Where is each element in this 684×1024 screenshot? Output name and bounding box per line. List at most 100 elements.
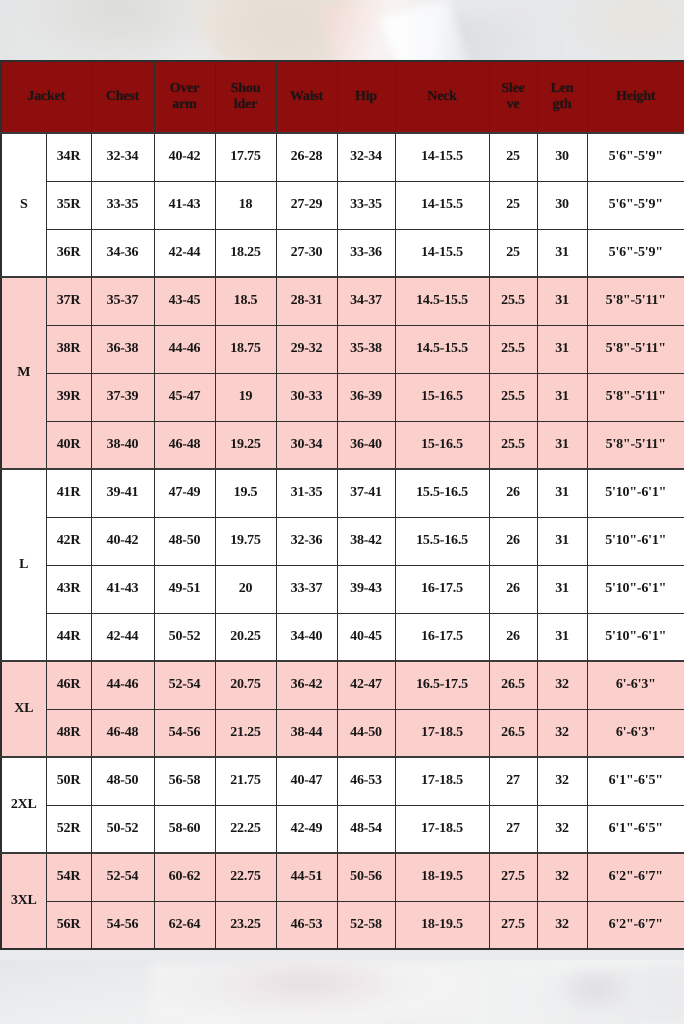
cell-sleeve: 25 [488, 132, 538, 182]
cell-height: 6'1"-6'5" [586, 804, 684, 854]
cell-length: 30 [536, 132, 588, 182]
cell-hip: 40-45 [336, 612, 396, 662]
cell-height: 5'10"-6'1" [586, 612, 684, 662]
cell-height: 6'-6'3" [586, 708, 684, 758]
cell-shoulder: 21.75 [214, 756, 277, 806]
cell-jacket: 36R [45, 228, 92, 278]
column-header-hip: Hip [336, 60, 396, 134]
cell-jacket: 41R [45, 468, 92, 518]
cell-shoulder: 19 [214, 372, 277, 422]
column-header-length: Len gth [536, 60, 588, 134]
cell-shoulder: 17.75 [214, 132, 277, 182]
cell-height: 6'2"-6'7" [586, 852, 684, 902]
cell-length: 31 [536, 612, 588, 662]
cell-neck: 15-16.5 [394, 372, 490, 422]
cell-chest: 41-43 [90, 564, 155, 614]
column-header-neck: Neck [394, 60, 490, 134]
cell-neck: 15.5-16.5 [394, 468, 490, 518]
cell-sleeve: 25 [488, 228, 538, 278]
cell-jacket: 46R [45, 660, 92, 710]
cell-sleeve: 25 [488, 180, 538, 230]
column-header-shoulder-line1: Shou [230, 80, 261, 96]
cell-chest: 38-40 [90, 420, 155, 470]
cell-chest: 33-35 [90, 180, 155, 230]
cell-shoulder: 20.75 [214, 660, 277, 710]
cell-sleeve: 25.5 [488, 372, 538, 422]
cell-overarm: 50-52 [153, 612, 216, 662]
cell-length: 32 [536, 852, 588, 902]
cell-sleeve: 25.5 [488, 324, 538, 374]
cell-sleeve: 26 [488, 468, 538, 518]
cell-chest: 34-36 [90, 228, 155, 278]
cell-jacket: 39R [45, 372, 92, 422]
cell-shoulder: 22.25 [214, 804, 277, 854]
cell-shoulder: 18.5 [214, 276, 277, 326]
table-row: 35R 33-35 41-43 18 27-29 33-35 14-15.5 25 30 5'6"… [1, 180, 684, 230]
column-header-length-line2: gth [552, 97, 572, 112]
cell-overarm: 40-42 [153, 132, 216, 182]
size-label-cell: S [0, 132, 47, 278]
cell-length: 32 [536, 660, 588, 710]
cell-waist: 26-28 [275, 132, 338, 182]
cell-overarm: 52-54 [153, 660, 216, 710]
cell-jacket: 48R [45, 708, 92, 758]
table-row: 43R 41-43 49-51 20 33-37 39-43 16-17.5 26 31 5'10… [1, 564, 684, 614]
column-header-height-line1: Height [616, 88, 656, 104]
cell-waist: 42-49 [275, 804, 338, 854]
cell-neck: 16-17.5 [394, 612, 490, 662]
cell-shoulder: 22.75 [214, 852, 277, 902]
cell-hip: 44-50 [336, 708, 396, 758]
cell-chest: 32-34 [90, 132, 155, 182]
table-row: 42R 40-42 48-50 19.75 32-36 38-42 15.5-16.5 26 3… [1, 516, 684, 566]
cell-sleeve: 27 [488, 804, 538, 854]
size-label-cell: XL [0, 660, 47, 758]
cell-hip: 50-56 [336, 852, 396, 902]
cell-overarm: 41-43 [153, 180, 216, 230]
cell-jacket: 37R [45, 276, 92, 326]
cell-shoulder: 20 [214, 564, 277, 614]
cell-neck: 17-18.5 [394, 756, 490, 806]
cell-neck: 14-15.5 [394, 180, 490, 230]
cell-neck: 14.5-15.5 [394, 276, 490, 326]
cell-shoulder: 19.75 [214, 516, 277, 566]
cell-waist: 38-44 [275, 708, 338, 758]
cell-waist: 29-32 [275, 324, 338, 374]
cell-waist: 36-42 [275, 660, 338, 710]
table-row: 2XL 50R 48-50 56-58 21.75 40-47 46-53 17-18.5 27… [0, 756, 684, 854]
cell-length: 31 [536, 420, 588, 470]
table-row: 3XL 54R 52-54 60-62 22.75 44-51 50-56 18-19.5 27… [0, 852, 684, 950]
cell-chest: 54-56 [90, 900, 155, 950]
cell-chest: 37-39 [90, 372, 155, 422]
cell-jacket: 38R [45, 324, 92, 374]
cell-jacket: 35R [45, 180, 92, 230]
cell-chest: 39-41 [90, 468, 155, 518]
cell-neck: 14.5-15.5 [394, 324, 490, 374]
cell-chest: 50-52 [90, 804, 155, 854]
cell-overarm: 58-60 [153, 804, 216, 854]
cell-hip: 32-34 [336, 132, 396, 182]
cell-chest: 44-46 [90, 660, 155, 710]
cell-neck: 18-19.5 [394, 852, 490, 902]
cell-chest: 46-48 [90, 708, 155, 758]
column-header-shoulder-line2: lder [233, 97, 258, 112]
cell-hip: 38-42 [336, 516, 396, 566]
cell-waist: 33-37 [275, 564, 338, 614]
size-label-cell: 2XL [0, 756, 47, 854]
cell-overarm: 62-64 [153, 900, 216, 950]
cell-shoulder: 18.75 [214, 324, 277, 374]
cell-chest: 36-38 [90, 324, 155, 374]
cell-shoulder: 19.25 [214, 420, 277, 470]
cell-neck: 17-18.5 [394, 708, 490, 758]
cell-chest: 42-44 [90, 612, 155, 662]
column-header-overarm-line2: arm [172, 97, 197, 112]
table-row: XL 46R 44-46 52-54 20.75 36-42 42-47 16.5-17.5 2… [0, 660, 684, 758]
cell-sleeve: 26.5 [488, 708, 538, 758]
cell-hip: 36-39 [336, 372, 396, 422]
cell-height: 5'8"-5'11" [586, 420, 684, 470]
cell-sleeve: 27.5 [488, 852, 538, 902]
column-header-shoulder: Shou lder [214, 60, 277, 134]
cell-length: 32 [536, 804, 588, 854]
table-row: 44R 42-44 50-52 20.25 34-40 40-45 16-17.5 26 31 5… [1, 612, 684, 662]
cell-length: 31 [536, 516, 588, 566]
